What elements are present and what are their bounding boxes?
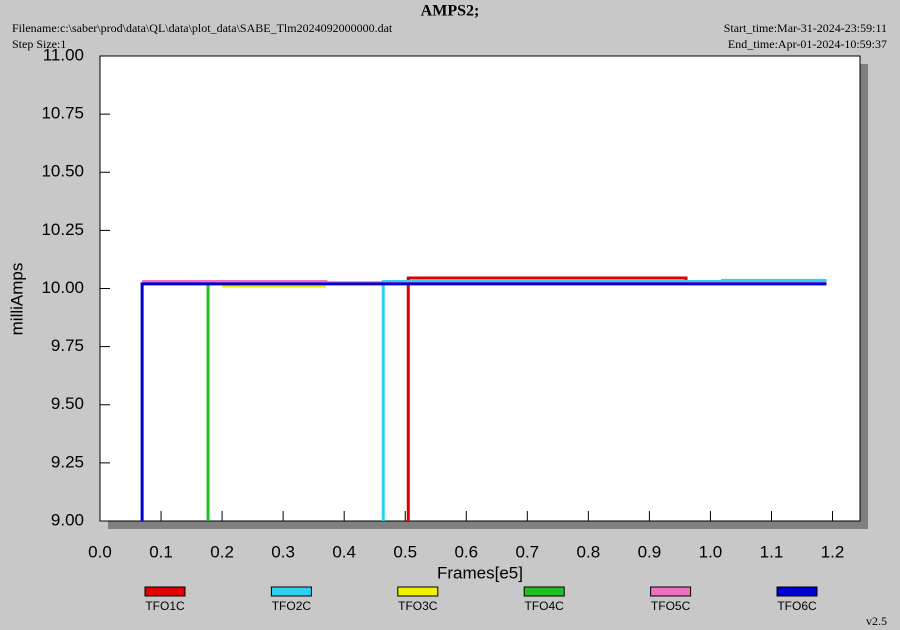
legend-label: TFO1C (145, 599, 185, 613)
chart-title: AMPS2; (421, 3, 480, 20)
y-tick-label: 9.00 (51, 510, 84, 529)
legend-label: TFO2C (272, 599, 312, 613)
y-tick-label: 10.50 (41, 162, 84, 181)
x-tick-label: 0.3 (271, 542, 295, 561)
legend-swatch (650, 586, 692, 597)
legend-label: TFO3C (398, 599, 438, 613)
x-tick-label: 0.2 (210, 542, 234, 561)
legend-swatch (397, 586, 439, 597)
filename: Filename:c:\saber\prod\data\QL\data\plot… (12, 21, 393, 35)
x-tick-label: 1.1 (760, 542, 784, 561)
x-tick-label: 0.6 (454, 542, 478, 561)
x-tick-label: 0.4 (332, 542, 356, 561)
x-tick-label: 0.7 (515, 542, 539, 561)
x-tick-label: 0.1 (149, 542, 173, 561)
y-tick-label: 10.00 (41, 278, 84, 297)
y-tick-label: 9.25 (51, 452, 84, 471)
y-tick-label: 11.00 (43, 45, 84, 64)
version: v2.5 (866, 614, 887, 628)
legend-swatch (144, 586, 186, 597)
legend-label: TFO4C (525, 599, 565, 613)
step-size: Step Size:1 (12, 37, 66, 51)
y-tick-label: 9.75 (51, 336, 84, 355)
y-axis-label: milliAmps (7, 263, 26, 336)
legend-swatch (523, 586, 565, 597)
x-tick-label: 0.8 (577, 542, 601, 561)
legend-swatch (270, 586, 312, 597)
x-tick-label: 0.9 (638, 542, 662, 561)
x-tick-label: 0.5 (393, 542, 417, 561)
x-tick-label: 1.2 (821, 542, 845, 561)
end-time: End_time:Apr-01-2024-10:59:37 (728, 37, 887, 51)
plot-area (99, 55, 861, 522)
x-tick-label: 0.0 (88, 542, 112, 561)
y-tick-label: 10.75 (41, 104, 84, 123)
y-tick-label: 9.50 (51, 394, 84, 413)
series-line (140, 282, 827, 521)
x-tick-label: 1.0 (699, 542, 723, 561)
start-time: Start_time:Mar-31-2024-23:59:11 (724, 21, 887, 35)
legend-label: TFO6C (777, 599, 817, 613)
y-tick-label: 10.25 (41, 220, 84, 239)
x-axis-label: Frames[e5] (437, 563, 523, 582)
legend-swatch (776, 586, 818, 597)
legend-label: TFO5C (651, 599, 691, 613)
